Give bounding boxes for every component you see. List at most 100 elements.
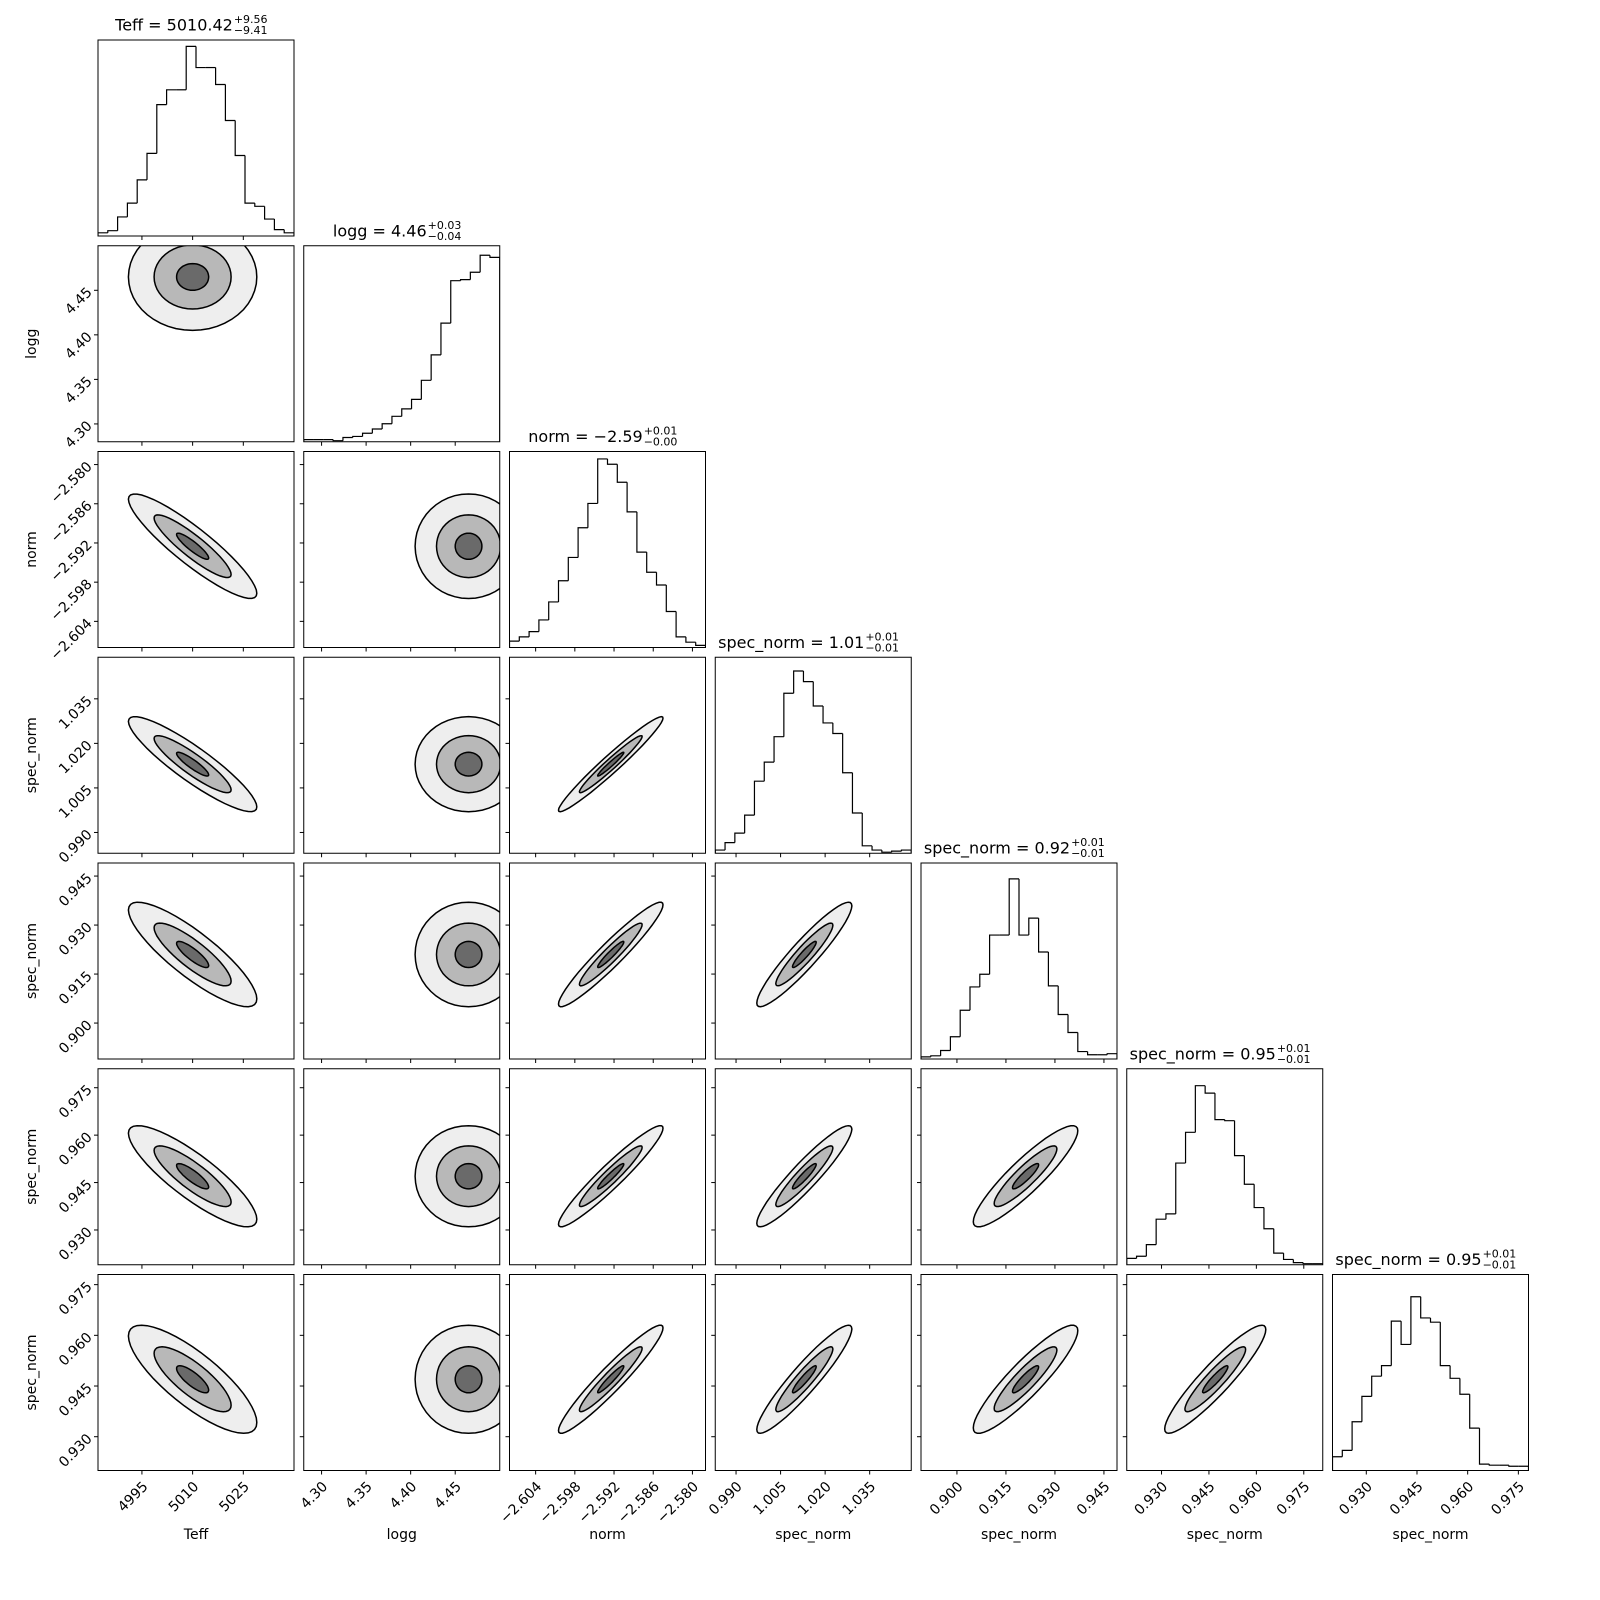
panel-content [98, 45, 294, 236]
contour [791, 1162, 817, 1190]
histogram-bin [538, 619, 549, 632]
x-axis-label: spec_norm [775, 1527, 851, 1543]
histogram-bin [1038, 918, 1049, 953]
y-tick-label: 0.945 [56, 1177, 96, 1217]
histogram-bin [1273, 1228, 1284, 1254]
x-tick-label: 0.930 [1025, 1479, 1065, 1519]
contour [454, 751, 483, 777]
histogram-bin [1126, 1257, 1137, 1265]
histogram-bin [655, 572, 667, 586]
histogram-bin [1449, 1365, 1460, 1379]
title-upper: +0.01 [1071, 836, 1105, 849]
panel-frame [509, 1274, 706, 1471]
panel-content [557, 1124, 664, 1228]
histogram-bin [1047, 951, 1059, 987]
panel-frame [509, 656, 706, 854]
panel-content [127, 1124, 258, 1228]
panel-frame [303, 862, 501, 1060]
histogram-bin [254, 203, 265, 207]
panel-content [972, 1324, 1079, 1434]
panel-frame [97, 451, 295, 648]
histogram-bin [224, 84, 236, 122]
y-tick-label: 0.930 [56, 1224, 96, 1264]
histogram-bin [156, 104, 167, 154]
x-tick-label: 0.960 [1226, 1479, 1266, 1519]
histogram-bin [361, 432, 373, 437]
title-lower: −0.01 [1071, 847, 1105, 860]
title-upper: +0.03 [428, 219, 462, 232]
contour [1201, 1364, 1229, 1394]
histogram-bin [98, 232, 108, 236]
panel-content [756, 1324, 853, 1435]
histogram-bin [1175, 1162, 1186, 1214]
histogram-bin [822, 705, 833, 724]
histogram-bin [1420, 1296, 1431, 1319]
histogram-bin [1243, 1155, 1255, 1185]
panel-frame [97, 1068, 295, 1266]
panel-content [414, 1124, 500, 1228]
histogram-bin [695, 642, 706, 648]
y-tick-label: −2.580 [48, 459, 96, 507]
x-axis-label: spec_norm [1187, 1527, 1263, 1543]
histogram-bin [1302, 1262, 1313, 1265]
y-tick-label: 1.020 [56, 738, 96, 778]
y-tick-label: 0.975 [56, 1279, 96, 1319]
y-axis-label: spec_norm [24, 1334, 40, 1410]
x-tick-label: 5025 [216, 1479, 253, 1516]
histogram-bin [1380, 1365, 1392, 1377]
histogram-bin [802, 671, 814, 683]
histogram-bin [577, 527, 588, 558]
y-tick-label: 0.930 [56, 1431, 96, 1471]
histogram-bin [352, 435, 363, 438]
x-tick-label: 0.945 [1074, 1479, 1114, 1519]
x-tick-label: 0.930 [1336, 1479, 1376, 1519]
histogram-bin [1077, 1032, 1088, 1053]
panel-frame [97, 245, 295, 443]
panel-content [1163, 1324, 1267, 1435]
histogram-bin [332, 439, 343, 442]
histogram-bin [185, 45, 196, 90]
histogram-bin [626, 482, 637, 513]
histogram-bin [1106, 1053, 1117, 1059]
panel-content [303, 254, 500, 442]
histogram-bin [597, 458, 608, 504]
contour [596, 940, 625, 969]
y-tick-label: −2.586 [48, 498, 96, 546]
panel-title: spec_norm = 0.95 [1130, 1044, 1276, 1064]
panel-frame [714, 1068, 912, 1266]
x-tick-label: 0.960 [1438, 1479, 1478, 1519]
panel-frame [1332, 1274, 1529, 1471]
histogram-bin [1361, 1395, 1372, 1422]
histogram-bin [1008, 878, 1019, 936]
y-tick-label: 0.915 [56, 968, 96, 1008]
panel-frame [97, 862, 295, 1060]
panel-frame [1126, 1068, 1324, 1266]
panel-content [127, 245, 258, 332]
histogram-bin [1018, 878, 1029, 936]
panel-frame [714, 656, 912, 854]
histogram-bin [1028, 917, 1039, 936]
histogram-bin [1292, 1259, 1304, 1264]
panel-content [557, 715, 664, 813]
x-tick-label: 0.990 [706, 1479, 746, 1519]
histogram-bin [587, 502, 598, 528]
panel-content [557, 901, 664, 1008]
histogram-bin [881, 850, 892, 853]
histogram-bin [1253, 1184, 1264, 1209]
panel-content [972, 1124, 1079, 1228]
x-tick-label: −2.598 [536, 1479, 584, 1527]
panel-title: Teff = 5010.42 [114, 16, 233, 35]
histogram-bin [921, 1056, 931, 1059]
panel-content [921, 878, 1117, 1059]
histogram-bin [715, 849, 726, 854]
x-tick-label: 4995 [115, 1479, 152, 1516]
histogram-bin [606, 458, 618, 465]
histogram-bin [724, 842, 735, 851]
histogram-bin [234, 120, 245, 157]
histogram-bin [381, 423, 392, 430]
title-lower: −9.41 [234, 24, 268, 37]
histogram-bin [195, 46, 206, 69]
y-tick-label: 4.30 [62, 418, 95, 451]
contour [175, 751, 210, 777]
